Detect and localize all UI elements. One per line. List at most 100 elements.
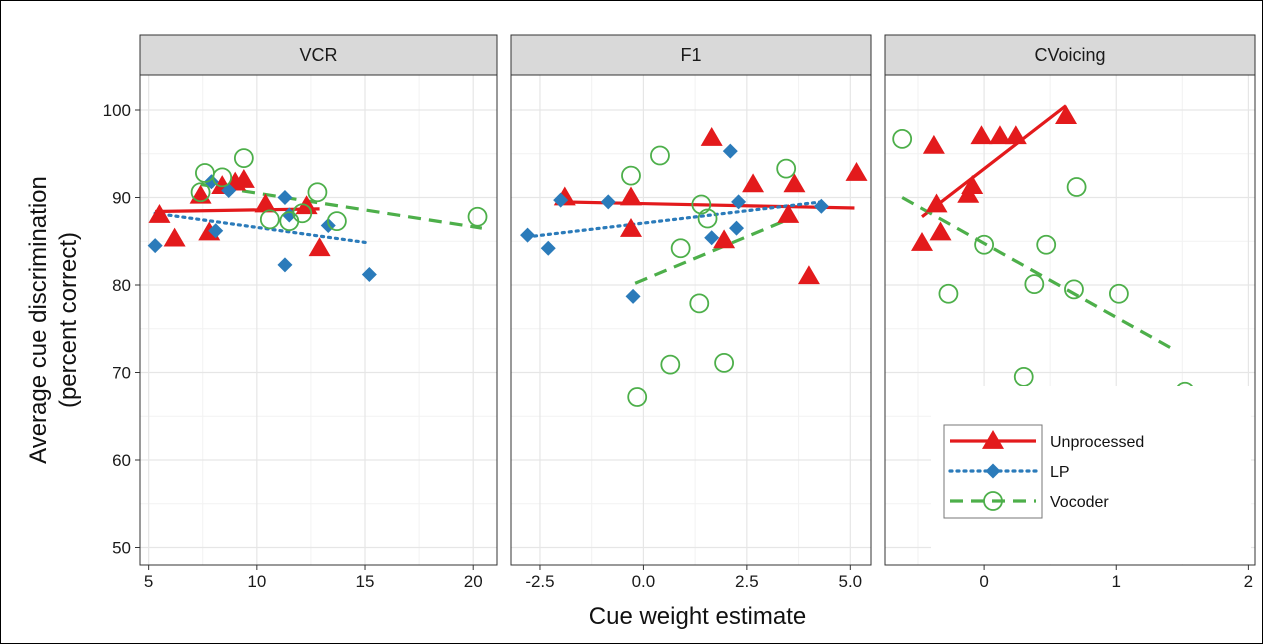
strip-label: CVoicing bbox=[1034, 45, 1105, 65]
legend: Unprocessed LP Vocoder bbox=[931, 386, 1251, 564]
x-tick-label: 15 bbox=[356, 572, 375, 591]
data-point-lp bbox=[147, 238, 163, 254]
data-point-vocoder bbox=[974, 234, 995, 255]
data-point-lp bbox=[540, 240, 556, 256]
data-point-unprocessed bbox=[742, 173, 765, 193]
data-point-vocoder bbox=[1108, 283, 1129, 304]
legend-label-vocoder: Vocoder bbox=[1050, 494, 1109, 511]
data-point-unprocessed bbox=[1055, 105, 1078, 125]
legend-label-unprocessed: Unprocessed bbox=[1050, 434, 1144, 451]
data-point-unprocessed bbox=[777, 204, 800, 223]
data-point-lp bbox=[722, 143, 738, 159]
data-point-unprocessed bbox=[232, 169, 255, 188]
legend-marker-vocoder bbox=[983, 491, 1003, 511]
data-point-vocoder bbox=[259, 209, 280, 230]
data-point-vocoder bbox=[326, 211, 347, 232]
data-point-lp bbox=[361, 267, 377, 282]
y-tick-label: 70 bbox=[112, 364, 131, 383]
data-point-unprocessed bbox=[970, 125, 993, 145]
data-point-vocoder bbox=[776, 158, 797, 179]
data-point-vocoder bbox=[670, 238, 691, 259]
data-point-lp bbox=[704, 230, 720, 246]
legend-marker-lp bbox=[985, 463, 1001, 479]
data-point-vocoder bbox=[233, 148, 254, 169]
data-point-vocoder bbox=[212, 167, 233, 188]
x-tick-label: 5.0 bbox=[838, 572, 862, 591]
x-tick-label: 10 bbox=[247, 572, 266, 591]
x-tick-label: 20 bbox=[464, 572, 483, 591]
y-tick-label: 80 bbox=[112, 276, 131, 295]
x-tick-label: 5 bbox=[144, 572, 153, 591]
data-point-unprocessed bbox=[700, 127, 723, 146]
data-point-lp bbox=[625, 288, 641, 304]
data-point-vocoder bbox=[1024, 274, 1045, 295]
data-point-unprocessed bbox=[911, 232, 933, 251]
plot-area bbox=[511, 75, 871, 565]
data-point-unprocessed bbox=[1004, 125, 1027, 145]
panel-border bbox=[510, 74, 872, 566]
panel-f1: F1 -2.5 0.0 2.5 5.0 bbox=[510, 34, 872, 591]
data-point-vocoder bbox=[938, 283, 959, 304]
panel-vcr: VCR 5 10 15 20 bbox=[139, 34, 498, 591]
data-point-vocoder bbox=[697, 208, 718, 229]
data-point-unprocessed bbox=[308, 237, 331, 257]
y-tick-label: 100 bbox=[103, 101, 131, 120]
plot-area bbox=[140, 75, 497, 565]
data-point-vocoder bbox=[660, 354, 681, 375]
data-point-vocoder bbox=[292, 203, 313, 224]
x-tick-label: 2.5 bbox=[735, 572, 759, 591]
strip-header bbox=[139, 34, 498, 76]
data-point-lp bbox=[208, 223, 224, 239]
data-point-unprocessed bbox=[783, 173, 806, 193]
data-point-unprocessed bbox=[163, 227, 186, 247]
y-tick-label: 90 bbox=[112, 189, 131, 208]
fit-line-vocoder bbox=[901, 196, 1177, 353]
fit-line-vocoder bbox=[200, 182, 483, 230]
data-point-unprocessed bbox=[922, 134, 945, 154]
x-tick-label: -2.5 bbox=[525, 572, 554, 591]
fit-line-vocoder bbox=[634, 217, 789, 285]
y-tick-label: 60 bbox=[112, 451, 131, 470]
data-point-vocoder bbox=[714, 352, 735, 373]
data-point-vocoder bbox=[1013, 366, 1034, 387]
fit-line-unprocessed bbox=[921, 104, 1068, 219]
data-point-vocoder bbox=[689, 293, 710, 314]
x-axis-title: Cue weight estimate bbox=[589, 603, 806, 630]
data-point-vocoder bbox=[307, 182, 328, 203]
data-point-lp bbox=[520, 227, 536, 243]
y-axis-title-unit: (percent correct) bbox=[55, 232, 82, 408]
data-point-lp bbox=[553, 192, 569, 208]
data-point-vocoder bbox=[1066, 177, 1087, 197]
fit-line-lp bbox=[153, 211, 371, 245]
data-point-unprocessed bbox=[620, 186, 642, 206]
data-point-unprocessed bbox=[845, 162, 868, 181]
data-point-unprocessed bbox=[929, 221, 952, 241]
x-tick-label: 0 bbox=[979, 572, 988, 591]
data-point-unprocessed bbox=[148, 204, 171, 223]
data-point-vocoder bbox=[621, 165, 641, 186]
data-point-lp bbox=[600, 194, 616, 210]
data-point-unprocessed bbox=[988, 125, 1011, 145]
x-tick-label: 0.0 bbox=[632, 572, 656, 591]
data-point-unprocessed bbox=[925, 193, 948, 213]
data-point-unprocessed bbox=[797, 265, 820, 285]
data-point-vocoder bbox=[650, 145, 670, 166]
data-point-lp bbox=[729, 220, 745, 236]
strip-label: VCR bbox=[299, 45, 337, 65]
data-point-vocoder bbox=[627, 387, 648, 407]
data-point-vocoder bbox=[892, 128, 913, 149]
strip-label: F1 bbox=[680, 45, 701, 65]
data-point-vocoder bbox=[190, 182, 211, 203]
data-point-lp bbox=[731, 194, 747, 210]
data-point-vocoder bbox=[467, 206, 488, 227]
panel-border bbox=[884, 74, 1256, 566]
data-point-vocoder bbox=[1036, 234, 1057, 255]
data-point-lp bbox=[277, 257, 293, 273]
data-point-unprocessed bbox=[713, 229, 736, 249]
panel-border bbox=[139, 74, 498, 566]
data-point-vocoder bbox=[691, 194, 712, 215]
data-point-unprocessed bbox=[620, 218, 642, 237]
data-point-lp bbox=[277, 190, 293, 205]
y-tick-label: 50 bbox=[112, 539, 131, 558]
